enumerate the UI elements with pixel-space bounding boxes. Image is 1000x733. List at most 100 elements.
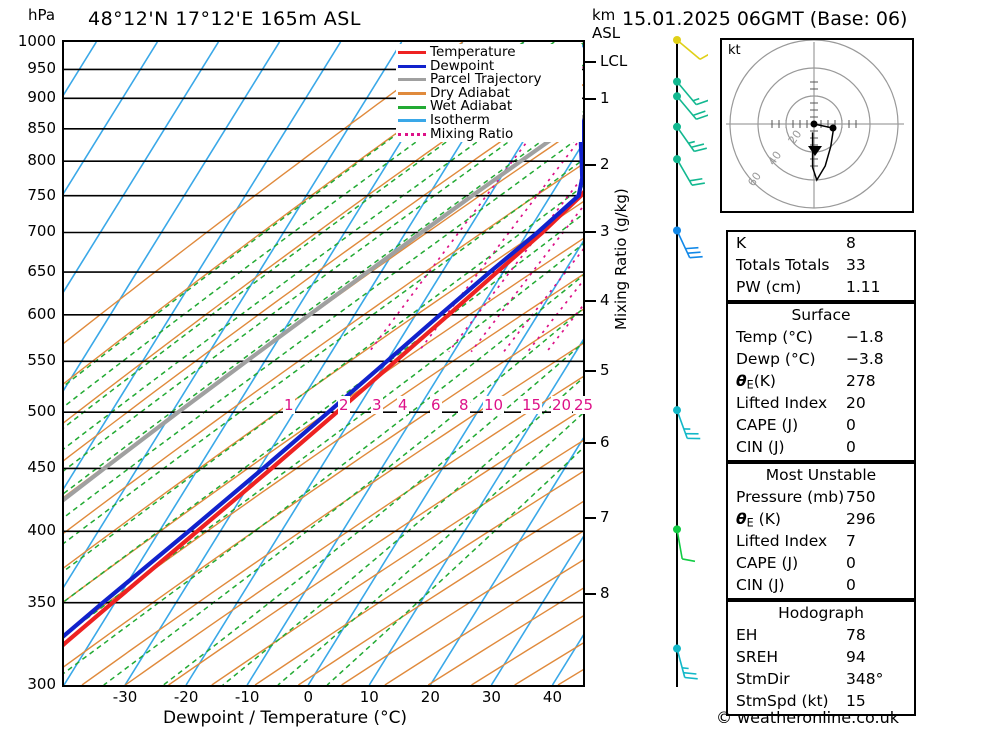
table-row: CIN (J) 0 [728,436,914,458]
table-heading: Most Unstable [728,464,914,486]
height-tick-8km: 8 [600,584,610,602]
temperature-tick--20: -20 [156,688,216,706]
legend-swatch-icon [398,92,426,95]
table-row: K8 [728,232,914,254]
pressure-tick-900: 900 [4,88,56,106]
wind-barb-900mb [673,92,708,119]
row-label: Totals Totals [736,254,829,276]
mixing-ratio-label-20: 20 [551,396,572,414]
height-tick-mark [585,370,596,372]
mixing-ratio-label-2: 2 [338,396,350,414]
legend-swatch-icon [398,51,426,54]
pressure-tick-550: 550 [4,351,56,369]
row-value: 0 [846,436,908,458]
row-value: 1.11 [846,276,908,298]
mixing-ratio-label-15: 15 [521,396,542,414]
row-label: StmDir [736,668,790,690]
row-value: 348° [846,668,908,690]
mixing-ratio-axis-title: Mixing Ratio (g/kg) [612,188,630,330]
temperature-tick-20: 20 [400,688,460,706]
legend-item-wet-adiabat: Wet Adiabat [398,100,582,114]
temperature-tick--10: -10 [217,688,277,706]
row-label: Temp (°C) [736,326,813,348]
temperature-tick-30: 30 [461,688,521,706]
sounding-chart-panel: hPa 48°12'N 17°12'E 165m ASL km ASL Temp… [0,0,646,733]
mixing-ratio-label-10: 10 [483,396,504,414]
table-row: Pressure (mb)750 [728,486,914,508]
hodograph-panel[interactable]: kt 204060 [720,38,914,213]
lcl-tick-mark [585,61,596,63]
row-value: 0 [846,574,908,596]
legend-swatch-icon [398,78,426,81]
table-row: θE(K)278 [728,370,914,392]
height-tick-7km: 7 [600,508,610,526]
copyright-credit: © weatheronline.co.uk [716,708,899,727]
pressure-tick-650: 650 [4,262,56,280]
height-tick-mark [585,442,596,444]
height-tick-6km: 6 [600,433,610,451]
table-row: CIN (J) 0 [728,574,914,596]
row-label: Lifted Index [736,530,827,552]
wind-barb-column [646,30,708,700]
row-value: 94 [846,646,908,668]
row-label: K [736,232,746,254]
pressure-axis-unit: hPa [28,6,55,24]
pressure-tick-350: 350 [4,593,56,611]
row-label: θE(K) [736,370,776,392]
x-axis-title: Dewpoint / Temperature (°C) [163,708,407,728]
table-heading: Surface [728,304,914,326]
table-heading: Hodograph [728,602,914,624]
table-row: Lifted Index20 [728,392,914,414]
svg-text:20: 20 [786,128,805,147]
mixing-ratio-label-3: 3 [371,396,383,414]
height-tick-4km: 4 [600,291,610,309]
temperature-tick--30: -30 [95,688,155,706]
table-row: Dewp (°C)−3.8 [728,348,914,370]
row-label: CIN (J) [736,574,785,596]
table-hodograph-stats: HodographEH78SREH94StmDir348°StmSpd (kt)… [726,600,916,716]
pressure-tick-700: 700 [4,222,56,240]
table-row: Lifted Index 7 [728,530,914,552]
pressure-tick-600: 600 [4,305,56,323]
legend-swatch-icon [398,65,426,68]
row-label: CIN (J) [736,436,785,458]
wind-barb-850mb [673,123,707,152]
height-tick-1km: 1 [600,89,610,107]
temperature-tick-40: 40 [522,688,582,706]
pressure-tick-450: 450 [4,458,56,476]
height-tick-3km: 3 [600,222,610,240]
chart-legend: TemperatureDewpointParcel TrajectoryDry … [396,44,582,142]
wind-barb-925mb [673,78,708,105]
pressure-tick-300: 300 [4,675,56,693]
height-tick-mark [585,231,596,233]
row-value: 78 [846,624,908,646]
row-value: 20 [846,392,908,414]
row-value: 0 [846,552,908,574]
hodograph-svg: 204060 [722,40,912,211]
height-tick-mark [585,98,596,100]
row-value: 7 [846,530,908,552]
row-value: −1.8 [846,326,908,348]
table-surface: SurfaceTemp (°C) −1.8Dewp (°C)−3.8θE(K)27… [726,302,916,462]
mixing-ratio-label-1: 1 [283,396,295,414]
table-row: CAPE (J)0 [728,552,914,574]
mixing-ratio-label-4: 4 [397,396,409,414]
pressure-tick-400: 400 [4,521,56,539]
row-value: 750 [846,486,908,508]
svg-text:60: 60 [745,170,764,189]
row-value: 296 [846,508,908,530]
height-tick-mark [585,593,596,595]
row-label: CAPE (J) [736,414,798,436]
mixing-ratio-label-6: 6 [430,396,442,414]
hodograph-unit-label: kt [728,43,741,58]
height-tick-2km: 2 [600,155,610,173]
temperature-tick-0: 0 [278,688,338,706]
row-label: EH [736,624,757,646]
table-most-unstable: Most UnstablePressure (mb)750θE (K)296Li… [726,462,916,600]
height-axis-unit-asl: ASL [592,24,620,42]
pressure-tick-800: 800 [4,151,56,169]
legend-swatch-icon [398,106,426,109]
row-value: 33 [846,254,908,276]
svg-text:40: 40 [765,149,784,168]
pressure-tick-750: 750 [4,186,56,204]
